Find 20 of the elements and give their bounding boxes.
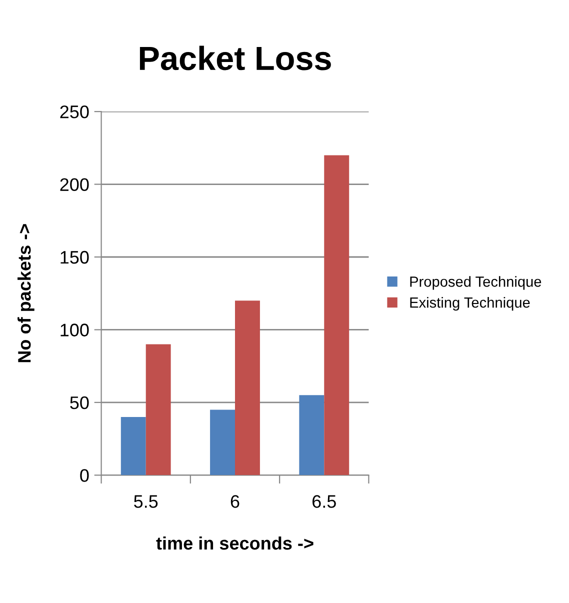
bar	[210, 410, 235, 476]
bar	[324, 155, 350, 476]
x-tick-label: 6.5	[312, 495, 336, 508]
y-tick-label: 50	[70, 396, 89, 410]
legend-label: Existing Technique	[410, 297, 530, 311]
bar	[146, 344, 171, 476]
x-tick-label: 6	[230, 495, 240, 508]
y-tick-label: 250	[60, 105, 89, 118]
chart-title: Packet Loss	[140, 46, 331, 70]
bar	[120, 416, 146, 476]
legend-label: Proposed Technique	[410, 276, 542, 290]
y-tick-label: 200	[60, 178, 89, 191]
bar	[299, 395, 324, 476]
x-axis-title: time in seconds ->	[156, 536, 314, 550]
y-axis-title: No of packets ->	[18, 224, 34, 362]
y-tick-label: 0	[80, 469, 89, 482]
x-tick-label: 5.5	[134, 495, 158, 508]
y-tick-label: 100	[60, 324, 89, 336]
bar	[234, 300, 260, 476]
y-tick-label: 150	[60, 250, 89, 264]
